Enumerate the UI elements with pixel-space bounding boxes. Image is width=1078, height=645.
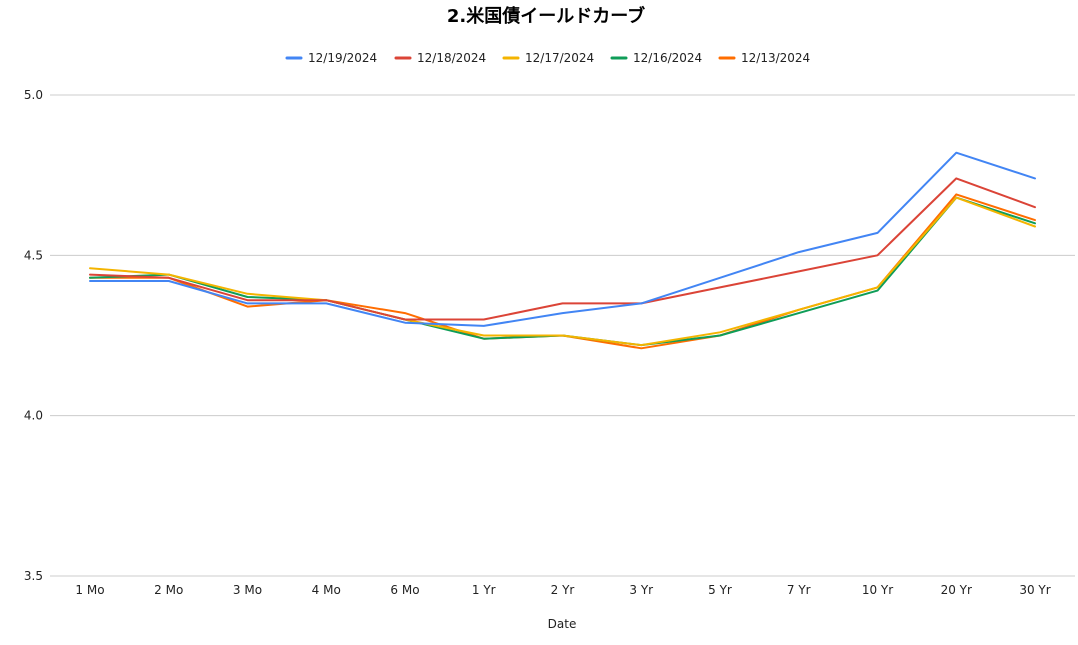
series-line-12-17-2024 xyxy=(89,196,1036,347)
y-tick-label: 5.0 xyxy=(24,88,43,102)
x-tick-label: 2 Yr xyxy=(551,583,575,597)
legend-label: 12/16/2024 xyxy=(633,51,702,65)
legend-label: 12/17/2024 xyxy=(525,51,594,65)
x-tick-label: 20 Yr xyxy=(941,583,972,597)
legend-label: 12/19/2024 xyxy=(308,51,377,65)
x-axis-ticks: 1 Mo 2 Mo 3 Mo 4 Mo 6 Mo 1 Yr 2 Yr 3 Yr 5 Yr 7 Yr… xyxy=(75,583,1050,597)
x-axis-title: Date xyxy=(548,617,577,631)
y-tick-label: 4.5 xyxy=(24,248,43,262)
series-line-12-19-2024 xyxy=(89,151,1036,327)
x-tick-label: 30 Yr xyxy=(1019,583,1050,597)
x-tick-label: 4 Mo xyxy=(312,583,341,597)
legend-label: 12/18/2024 xyxy=(417,51,486,65)
y-tick-label: 3.5 xyxy=(24,569,43,583)
x-tick-label: 6 Mo xyxy=(390,583,419,597)
x-tick-label: 1 Yr xyxy=(472,583,496,597)
series-line-12-18-2024 xyxy=(89,177,1036,321)
series-lines xyxy=(89,151,1036,350)
x-tick-label: 3 Yr xyxy=(629,583,653,597)
x-tick-label: 3 Mo xyxy=(233,583,262,597)
y-tick-label: 4.0 xyxy=(24,409,43,423)
x-tick-label: 7 Yr xyxy=(787,583,811,597)
chart-title: 2.米国債イールドカーブ xyxy=(447,5,645,27)
x-tick-label: 2 Mo xyxy=(154,583,183,597)
x-tick-label: 10 Yr xyxy=(862,583,893,597)
legend: 12/19/2024 12/18/2024 12/17/2024 12/16/2024… xyxy=(285,51,810,65)
x-tick-label: 1 Mo xyxy=(75,583,104,597)
y-axis-ticks: 3.5 4.0 4.5 5.0 xyxy=(24,88,43,583)
x-tick-label: 5 Yr xyxy=(708,583,732,597)
series-line-12-16-2024 xyxy=(89,196,1036,347)
legend-label: 12/13/2024 xyxy=(741,51,810,65)
